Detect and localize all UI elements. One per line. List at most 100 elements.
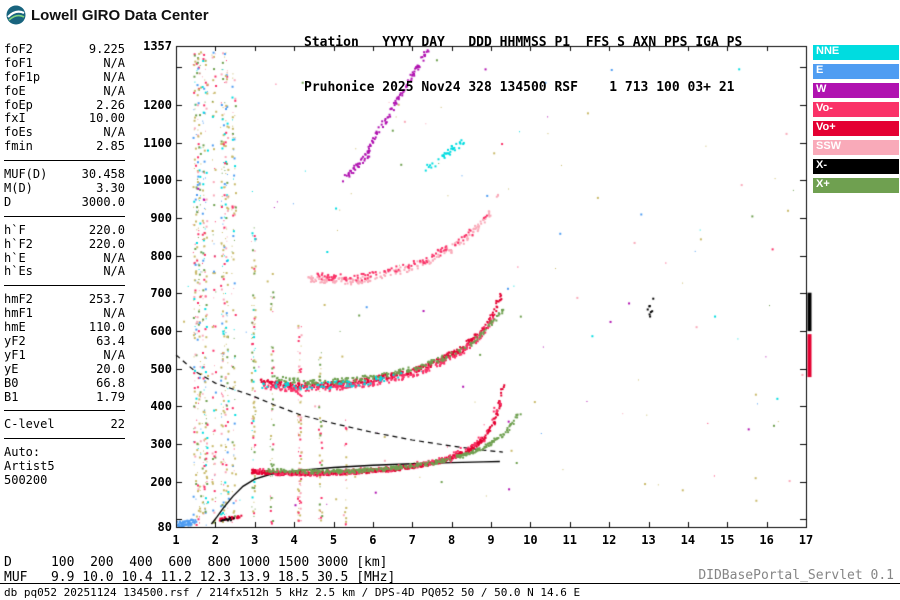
param-label: h`Es bbox=[4, 264, 33, 279]
y-tick-label: 1100 bbox=[143, 135, 172, 150]
y-tick-label: 1200 bbox=[143, 98, 172, 113]
param-value: N/A bbox=[103, 83, 125, 98]
param-row-hmf1: hmF1 N/A bbox=[4, 306, 125, 321]
param-value: 10.00 bbox=[88, 111, 125, 126]
param-row-fof1p: foF1p N/A bbox=[4, 70, 125, 85]
y-tick-label: 1357 bbox=[143, 39, 172, 53]
param-label: yF1 bbox=[4, 347, 26, 362]
brand-title: Lowell GIRO Data Center bbox=[31, 6, 209, 24]
param-value: N/A bbox=[103, 264, 125, 279]
param-row-auto: Auto: bbox=[4, 445, 125, 460]
param-row-yf1: yF1 N/A bbox=[4, 347, 125, 363]
muf-distance-table: D 100 200 400 600 800 1000 1500 3000 [km… bbox=[4, 555, 396, 585]
x-tick-label: 7 bbox=[408, 533, 416, 547]
param-label: fmin bbox=[4, 139, 33, 154]
param-value: N/A bbox=[103, 125, 125, 140]
legend-item-w: W bbox=[813, 83, 899, 98]
legend-item-x: X- bbox=[813, 159, 899, 174]
legend-item-x: X+ bbox=[813, 178, 899, 193]
param-label: hmF2 bbox=[4, 292, 33, 307]
param-value: 9.225 bbox=[88, 42, 125, 56]
param-label: yE bbox=[4, 361, 19, 376]
param-row-foes: foEs N/A bbox=[4, 125, 125, 140]
param-row-d: D 3000.0 bbox=[4, 194, 125, 210]
param-label: 500200 bbox=[4, 473, 48, 488]
legend: NNE E W Vo- Vo+ SSW X- X+ bbox=[813, 45, 899, 197]
param-row-foep: foEp 2.26 bbox=[4, 97, 125, 113]
param-row-h-f2: h`F2 220.0 bbox=[4, 236, 125, 252]
param-label: h`F2 bbox=[4, 236, 33, 251]
x-tick-label: 16 bbox=[759, 533, 774, 547]
param-row-foe: foE N/A bbox=[4, 83, 125, 99]
param-row-artist5: Artist5 bbox=[4, 459, 125, 474]
y-tick-label: 400 bbox=[150, 399, 172, 414]
x-tick-label: 9 bbox=[487, 533, 495, 547]
param-label: foF2 bbox=[4, 42, 33, 56]
param-row-h-f: h`F 220.0 bbox=[4, 222, 125, 238]
x-tick-label: 14 bbox=[680, 533, 696, 547]
param-label: yF2 bbox=[4, 334, 26, 349]
param-row-muf-d: MUF(D) 30.458 bbox=[4, 167, 125, 182]
param-value: 220.0 bbox=[88, 236, 125, 251]
x-tick-label: 5 bbox=[329, 533, 338, 547]
param-row-h-e: h`E N/A bbox=[4, 250, 125, 266]
y-tick-label: 600 bbox=[150, 324, 172, 339]
param-row-c-level: C-level 22 bbox=[4, 418, 125, 432]
param-row-fof1: foF1 N/A bbox=[4, 55, 125, 71]
param-label: foE bbox=[4, 83, 26, 98]
panel-divider bbox=[4, 438, 125, 440]
param-label: foF1 bbox=[4, 55, 33, 70]
param-value: 220.0 bbox=[88, 222, 125, 237]
param-value: N/A bbox=[103, 250, 125, 265]
muf-row: MUF 9.9 10.0 10.4 11.2 12.3 13.9 18.5 30… bbox=[4, 569, 396, 585]
param-label: D bbox=[4, 194, 12, 209]
x-tick-label: 11 bbox=[562, 533, 577, 547]
y-tick-label: 900 bbox=[150, 211, 172, 226]
param-value: 30.458 bbox=[81, 167, 125, 182]
x-tick-label: 3 bbox=[251, 533, 259, 547]
panel-divider bbox=[4, 410, 125, 412]
panel-divider bbox=[4, 160, 125, 162]
y-tick-label: 800 bbox=[150, 248, 172, 263]
x-tick-label: 12 bbox=[601, 533, 617, 547]
param-label: hmF1 bbox=[4, 306, 33, 321]
panel-divider bbox=[4, 285, 125, 287]
param-label: foEs bbox=[4, 125, 33, 140]
status-bar: db pq052 20251124 134500.rsf / 214fx512h… bbox=[4, 586, 581, 599]
param-value: 63.4 bbox=[96, 334, 125, 349]
param-label: Artist5 bbox=[4, 459, 55, 474]
panel-divider bbox=[4, 215, 125, 217]
x-tick-label: 13 bbox=[641, 533, 656, 547]
param-row-b0: B0 66.8 bbox=[4, 375, 125, 391]
param-row-h-es: h`Es N/A bbox=[4, 265, 125, 279]
param-label: h`F bbox=[4, 222, 26, 237]
param-label: M(D) bbox=[4, 181, 33, 196]
x-tick-label: 2 bbox=[211, 533, 219, 547]
param-label: B1 bbox=[4, 389, 19, 404]
param-label: h`E bbox=[4, 250, 26, 265]
y-tick-label: 80 bbox=[157, 520, 172, 534]
param-value: 1.79 bbox=[96, 389, 125, 404]
x-tick-label: 1 bbox=[172, 533, 180, 547]
param-label: MUF(D) bbox=[4, 167, 48, 182]
param-label: fxI bbox=[4, 111, 26, 126]
status-divider bbox=[0, 583, 900, 584]
parameter-panel: foF2 9.225 foF1 N/A foF1p N/A foE N/A foEp 2.26 fx… bbox=[4, 42, 125, 488]
param-row-hmf2: hmF2 253.7 bbox=[4, 292, 125, 307]
station-header-line1: Station YYYY DAY DDD HHMMSS P1 FFS S AXN… bbox=[304, 35, 743, 50]
x-tick-label: 17 bbox=[798, 533, 814, 547]
param-value: 66.8 bbox=[96, 375, 125, 390]
x-tick-label: 15 bbox=[720, 533, 735, 547]
y-tick-label: 200 bbox=[150, 474, 172, 489]
param-label: C-level bbox=[4, 417, 55, 432]
param-value: 3.30 bbox=[96, 181, 125, 196]
param-row-hme: hmE 110.0 bbox=[4, 320, 125, 335]
param-value: 2.26 bbox=[96, 97, 125, 112]
param-row-fxi: fxI 10.00 bbox=[4, 112, 125, 126]
station-header-line2: Pruhonice 2025 Nov24 328 134500 RSF 1 71… bbox=[304, 80, 735, 95]
x-tick-label: 8 bbox=[448, 533, 456, 547]
param-value: 22 bbox=[110, 417, 125, 432]
param-label: foEp bbox=[4, 97, 33, 112]
